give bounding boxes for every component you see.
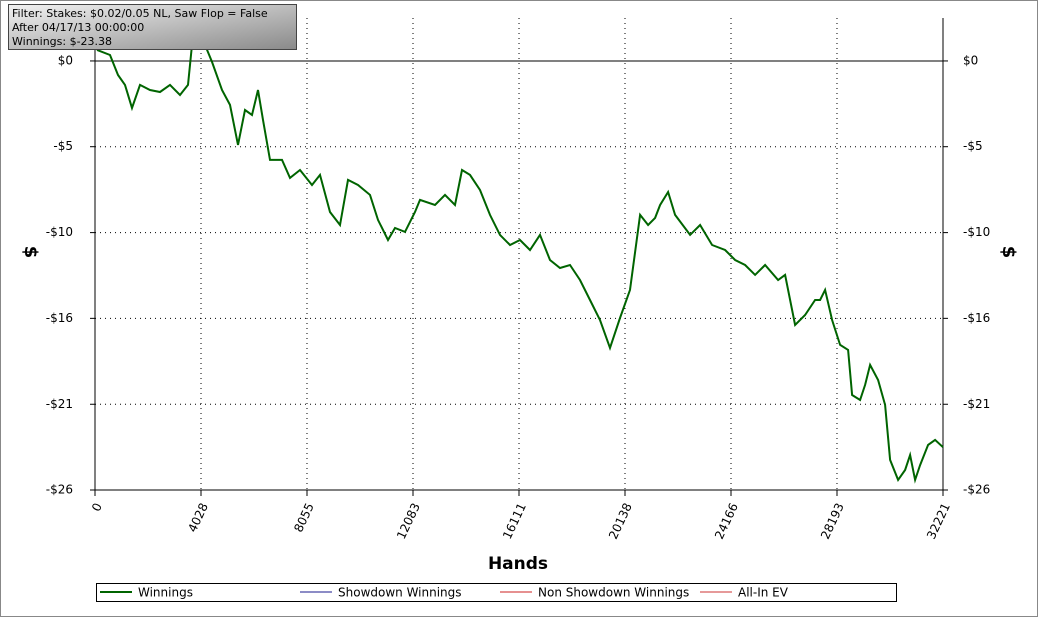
y2-tick-label: -$21	[963, 397, 990, 411]
series-line	[96, 27, 944, 484]
y2-tick-label: -$26	[963, 483, 990, 497]
annotation: Filter: Stakes: $0.02/0.05 NL, Saw Flop …	[8, 4, 297, 50]
y-tick-label: -$10	[46, 225, 73, 239]
y2-axis-label: $	[998, 246, 1019, 259]
legend-label: Non Showdown Winnings	[538, 586, 689, 600]
y-tick-label: -$16	[46, 311, 73, 325]
legend: Winnings Showdown Winnings Non Showdown Wi…	[96, 583, 897, 602]
y2-tick-label: $0	[963, 53, 978, 67]
annotation-box	[8, 4, 297, 50]
annotation-line: After 04/17/13 00:00:00	[12, 21, 144, 34]
legend-label: Winnings	[138, 586, 193, 600]
y-tick-label: -$21	[46, 397, 73, 411]
annotation-line: Filter: Stakes: $0.02/0.05 NL, Saw Flop …	[12, 7, 268, 20]
x-axis-label: Hands	[488, 554, 548, 574]
y2-tick-label: -$10	[963, 225, 990, 239]
y2-tick-label: -$16	[963, 311, 990, 325]
annotation-line: Winnings: $-23.38	[12, 35, 112, 48]
y2-tick-label: -$5	[963, 139, 983, 153]
legend-label: All-In EV	[738, 586, 789, 600]
y-tick-label: -$26	[46, 483, 73, 497]
y-axis-label: $	[20, 246, 41, 259]
legend-label: Showdown Winnings	[338, 586, 462, 600]
y-tick-label: -$5	[53, 139, 73, 153]
y-tick-label: $0	[58, 53, 73, 67]
legend-box	[96, 583, 897, 602]
